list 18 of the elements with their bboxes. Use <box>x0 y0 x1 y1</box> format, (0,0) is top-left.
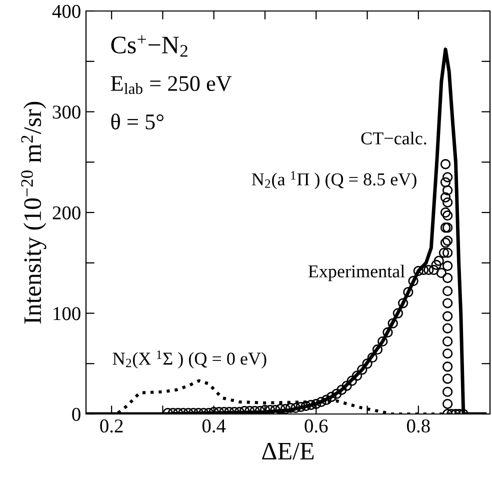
annotation: CT−calc. <box>361 132 426 145</box>
x-tick-label: 0.2 <box>100 419 123 433</box>
y-tick-label: 400 <box>52 4 80 18</box>
x-tick-label: 0.6 <box>304 419 328 433</box>
x-tick-label: 0.8 <box>406 419 430 433</box>
x-tick-label: 0.4 <box>202 419 226 433</box>
annotation: θ = 5° <box>111 114 164 130</box>
annotation: Cs$^{+}$−N$_{2}$ <box>111 35 188 57</box>
y-tick-label: 100 <box>54 307 80 320</box>
annotation: N$_{2}$(X $^{1}$Σ ) (Q = 0 eV) <box>112 350 266 368</box>
y-axis-title: Intensity (10$^{−20}$ m$^{2}$/sr) <box>21 102 46 324</box>
y-tick-label: 300 <box>52 106 80 119</box>
y-tick-label: 200 <box>52 206 80 220</box>
annotation: N$_{2}$(a $^{1}$Π ) (Q = 8.5 eV) <box>252 171 416 190</box>
annotation: Experimental <box>308 264 405 282</box>
x-axis-title: ΔE/E <box>262 442 314 460</box>
annotation: E$_{lab}$ = 250 eV <box>110 76 232 94</box>
y-tick-label: 0 <box>72 408 80 421</box>
